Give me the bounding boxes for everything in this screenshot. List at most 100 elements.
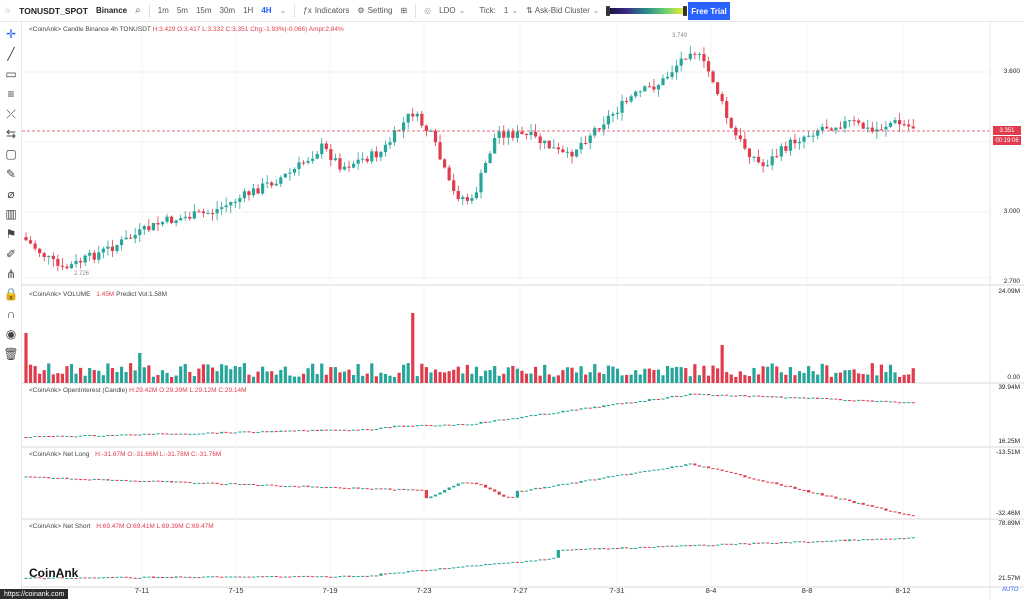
- magnet-strong-icon[interactable]: ∩: [6, 307, 16, 321]
- netlong-candle: [675, 466, 679, 468]
- oi-candle: [256, 431, 260, 433]
- slider-handle-left[interactable]: [606, 6, 610, 16]
- oi-candle: [320, 429, 324, 432]
- magnet-icon[interactable]: ⋔: [5, 267, 17, 281]
- candle-body: [69, 264, 74, 269]
- netshort-candle: [802, 541, 806, 543]
- fib-icon[interactable]: ≡: [7, 87, 15, 101]
- cluster-selector[interactable]: ⇅ Ask-Bid Cluster ⌄: [522, 0, 604, 22]
- netshort-candle: [693, 544, 697, 546]
- timeframe-30m[interactable]: 30m: [219, 6, 236, 15]
- oi-candle: [570, 409, 574, 411]
- crosshair-icon[interactable]: ✛: [5, 27, 17, 41]
- chevron-down-icon[interactable]: ⌄: [279, 6, 287, 15]
- candle-body: [33, 243, 37, 249]
- netlong-candle: [574, 482, 579, 484]
- netshort-candle: [574, 549, 579, 551]
- eraser-icon[interactable]: ⌀: [7, 187, 15, 201]
- candle-body: [215, 209, 219, 214]
- pattern-icon[interactable]: ⤫: [6, 106, 16, 121]
- eye-icon[interactable]: ◎: [424, 6, 432, 15]
- oi-candle: [179, 433, 183, 435]
- candle-body: [788, 139, 792, 151]
- netshort-pane-label: <CoinAnk> Net Short H:69.47M O:69.41M L:…: [29, 523, 214, 530]
- oi-candle: [793, 397, 797, 399]
- auto-scale-button[interactable]: AUTO: [1002, 587, 1019, 593]
- favorite-star-icon[interactable]: ☆: [4, 6, 12, 15]
- bar-chart-icon[interactable]: ▥: [5, 207, 17, 221]
- oi-candle: [447, 424, 451, 426]
- x-tick: 8-12: [895, 586, 911, 595]
- pen-icon[interactable]: ✐: [5, 247, 17, 261]
- measure-icon[interactable]: ⇆: [5, 127, 17, 141]
- candle-body: [124, 237, 128, 240]
- indicators-button[interactable]: ƒx Indicators: [299, 0, 353, 22]
- layout-grid-icon[interactable]: ⊞: [400, 6, 408, 15]
- volume-bar: [97, 370, 101, 383]
- timeframe-1h[interactable]: 1H: [243, 6, 254, 15]
- tick-selector[interactable]: 1 ⌄: [500, 0, 522, 22]
- volume-bar: [620, 375, 624, 383]
- netlong-candle: [629, 473, 633, 475]
- netlong-candle: [684, 464, 688, 466]
- netshort-candle: [775, 542, 779, 544]
- candle-body: [561, 149, 565, 153]
- volume-bar: [738, 371, 742, 383]
- candle-body: [797, 141, 802, 144]
- candle-body: [866, 127, 870, 129]
- oi-candle: [242, 431, 246, 433]
- ldo-selector[interactable]: LDO ⌄: [435, 0, 469, 22]
- timeframe-4h[interactable]: 4H: [261, 6, 272, 15]
- timeframe-15m[interactable]: 15m: [195, 6, 212, 15]
- candle-body: [524, 134, 529, 136]
- chart-area[interactable]: [22, 22, 1024, 599]
- symbol-name[interactable]: TONUSDT_SPOT: [19, 5, 88, 16]
- setting-button[interactable]: ⚙ Setting: [353, 0, 396, 22]
- oi-candle: [42, 436, 46, 438]
- netlong-candle: [747, 477, 752, 479]
- volume-label-text: <CoinAnk> VOLUME: [29, 291, 91, 298]
- search-icon[interactable]: ⌕: [135, 5, 141, 16]
- volume-bar: [443, 372, 447, 383]
- netlong-candle: [392, 489, 397, 491]
- volume-bar: [870, 363, 874, 383]
- rectangle-icon[interactable]: ▭: [5, 67, 17, 81]
- trendline-icon[interactable]: ╱: [7, 47, 15, 61]
- netshort-candle: [65, 578, 69, 580]
- candle-body: [92, 252, 96, 260]
- volume-bar: [238, 366, 242, 383]
- exchange-name[interactable]: Binance: [95, 6, 128, 15]
- slider-handle-right[interactable]: [683, 6, 687, 16]
- volume-bar: [42, 370, 46, 383]
- oi-candle: [543, 413, 547, 415]
- netlong-candle: [74, 478, 78, 480]
- heatmap-color-slider[interactable]: [607, 8, 685, 14]
- netshort-candle: [452, 567, 456, 569]
- candle-body: [297, 162, 301, 170]
- netlong-candle: [352, 487, 356, 489]
- chart-canvas[interactable]: [22, 22, 1024, 599]
- netshort-candle: [552, 557, 556, 559]
- ruler-icon[interactable]: ✎: [5, 167, 17, 181]
- oi-candle: [552, 413, 556, 415]
- volume-bar: [256, 371, 260, 383]
- eye-icon[interactable]: ◉: [5, 327, 17, 341]
- brush-icon[interactable]: ⚑: [5, 227, 17, 241]
- netlong-candle: [784, 485, 788, 487]
- oi-candle: [301, 430, 306, 432]
- netlong-pane-label: <CoinAnk> Net Long H:-31.67M O:-31.66M L…: [29, 451, 221, 458]
- timeframe-5m[interactable]: 5m: [176, 6, 188, 15]
- netlong-candle: [679, 465, 683, 467]
- oi-candle: [365, 429, 369, 431]
- lock-icon[interactable]: 🔒: [3, 287, 19, 301]
- netshort-candle: [129, 577, 133, 579]
- oi-candle: [602, 405, 606, 408]
- comment-icon[interactable]: ▢: [5, 147, 17, 161]
- netshort-candle: [807, 541, 811, 543]
- timeframe-1m[interactable]: 1m: [157, 6, 169, 15]
- trash-icon[interactable]: 🗑: [3, 347, 19, 361]
- free-trial-button[interactable]: Free Trial: [688, 2, 730, 20]
- netlong-candle: [852, 501, 856, 504]
- volume-bar: [524, 373, 529, 383]
- volume-bar: [838, 372, 843, 383]
